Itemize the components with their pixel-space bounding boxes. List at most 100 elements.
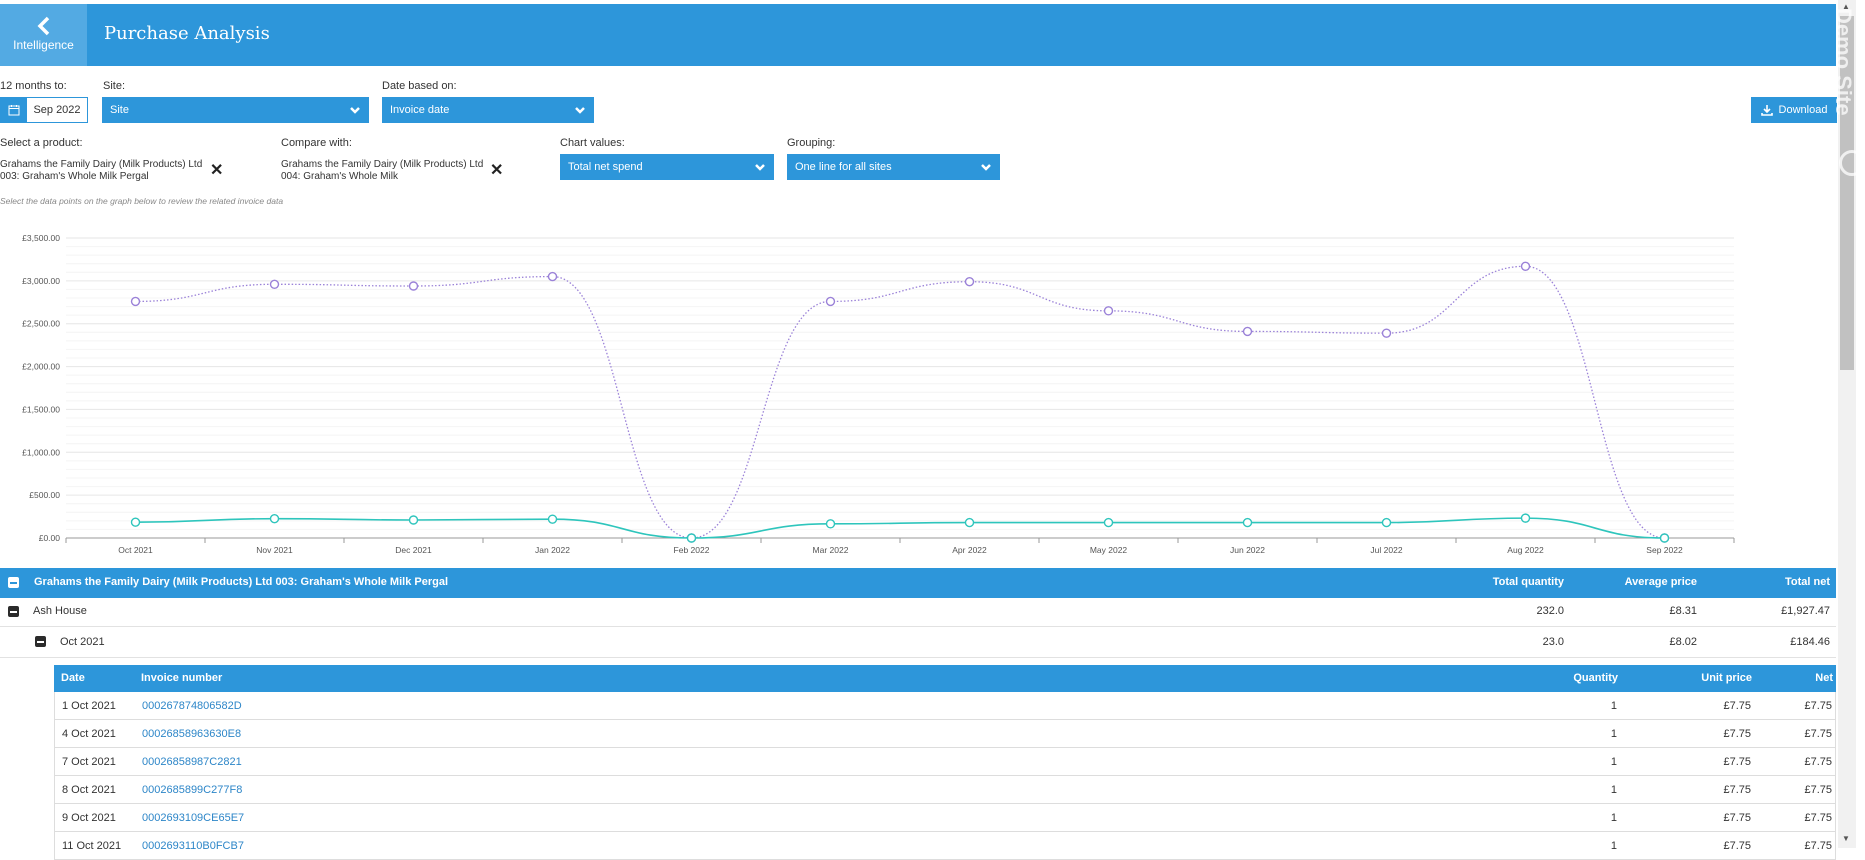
data-point[interactable]: [1381, 517, 1392, 528]
x-tick-label: Jun 2022: [1230, 545, 1265, 555]
vertical-scrollbar[interactable]: ▲ ▼: [1838, 0, 1856, 848]
site-select[interactable]: Site: [102, 97, 369, 123]
invoice-net: £7.75: [1804, 840, 1832, 852]
invoice-table: Date Invoice number Quantity Unit price …: [54, 665, 1836, 860]
data-point[interactable]: [130, 517, 141, 527]
scroll-up-icon[interactable]: ▲: [1842, 2, 1850, 11]
invoice-link[interactable]: 0002693110B0FCB7: [142, 840, 244, 852]
col-unit-price: Unit price: [1701, 672, 1752, 684]
data-point[interactable]: [964, 517, 975, 528]
remove-compare-close-icon[interactable]: ✕: [490, 162, 504, 179]
y-tick-label: £2,500.00: [22, 319, 60, 329]
invoice-link[interactable]: 00026858963630E8: [142, 728, 242, 740]
compare-label: Compare with:: [281, 137, 352, 149]
chevron-down-icon: [350, 107, 360, 114]
site-row[interactable]: Ash House 232.0 £8.31 £1,927.47: [0, 597, 1836, 627]
invoice-unit: £7.75: [1723, 700, 1751, 712]
x-tick-label: Apr 2022: [952, 545, 987, 555]
invoice-link[interactable]: 0002693109CE65E7: [142, 812, 245, 824]
chart-hint: Select the data points on the graph belo…: [0, 196, 284, 206]
compare-product: Grahams the Family Dairy (Milk Products)…: [281, 159, 483, 183]
col-total-net: Total net: [1784, 576, 1830, 588]
data-point[interactable]: [964, 277, 975, 287]
back-button[interactable]: Intelligence: [0, 4, 87, 66]
chart-values-value: Total net spend: [568, 161, 643, 173]
data-point[interactable]: [1520, 261, 1531, 271]
month-picker[interactable]: Sep 2022: [0, 97, 88, 123]
y-tick-label: £3,500.00: [22, 233, 60, 243]
purchase-line-chart[interactable]: £0.00 £500.00 £1,000.00 £1,500.00 £2,000.00 £…: [0, 228, 1740, 558]
invoice-link[interactable]: 000267874806582D: [142, 700, 242, 712]
product-line2: 003: Graham's Whole Milk Pergal: [0, 171, 149, 182]
site-qty: 232.0: [1536, 605, 1564, 617]
invoice-net: £7.75: [1804, 700, 1832, 712]
data-point[interactable]: [547, 514, 558, 524]
site-label: Site:: [103, 80, 126, 92]
data-point[interactable]: [1381, 328, 1392, 338]
x-tick-label: Dec 2021: [395, 545, 432, 555]
x-tick-label: Aug 2022: [1507, 545, 1544, 555]
x-tick-label: May 2022: [1090, 545, 1128, 555]
chevron-down-icon: [981, 164, 991, 171]
y-tick-label: £3,000.00: [22, 276, 60, 286]
chevron-left-icon: [37, 16, 49, 36]
invoice-date: 7 Oct 2021: [62, 756, 116, 768]
data-point[interactable]: [1103, 306, 1114, 316]
data-point[interactable]: [547, 271, 558, 282]
remove-product-close-icon[interactable]: ✕: [210, 162, 224, 179]
date-value: Invoice date: [390, 104, 450, 116]
data-point[interactable]: [269, 514, 280, 524]
site-name: Ash House: [33, 605, 87, 617]
product-label: Select a product:: [0, 137, 83, 149]
data-point[interactable]: [408, 515, 419, 525]
scrollbar-thumb[interactable]: [1840, 16, 1854, 370]
col-invoice-number: Invoice number: [141, 672, 223, 684]
month-net: £184.46: [1790, 636, 1830, 648]
x-tick-label: Nov 2021: [256, 545, 293, 555]
month-avg: £8.02: [1669, 636, 1697, 648]
collapse-month-icon[interactable]: [35, 636, 46, 647]
invoice-unit: £7.75: [1723, 840, 1751, 852]
data-point[interactable]: [1242, 326, 1253, 337]
group-title: Grahams the Family Dairy (Milk Products)…: [34, 576, 449, 588]
data-point[interactable]: [408, 281, 419, 291]
month-row[interactable]: Oct 2021 23.0 £8.02 £184.46: [0, 628, 1836, 658]
data-point[interactable]: [825, 519, 836, 529]
col-date: Date: [61, 672, 85, 684]
invoice-date: 1 Oct 2021: [62, 700, 116, 712]
data-point[interactable]: [1242, 517, 1253, 528]
site-net: £1,927.47: [1781, 605, 1830, 617]
chevron-down-icon: [575, 107, 585, 114]
data-point[interactable]: [269, 279, 280, 289]
date-select[interactable]: Invoice date: [382, 97, 594, 123]
grouping-select[interactable]: One line for all sites: [787, 154, 1000, 180]
invoice-date: 8 Oct 2021: [62, 784, 116, 796]
collapse-group-icon[interactable]: [8, 577, 19, 588]
invoice-link[interactable]: 00026858987C2821: [142, 756, 242, 768]
invoice-unit: £7.75: [1723, 812, 1751, 824]
collapse-site-icon[interactable]: [8, 606, 19, 617]
x-tick-label: Feb 2022: [674, 545, 710, 555]
download-label: Download: [1778, 104, 1828, 116]
data-point[interactable]: [130, 296, 141, 307]
data-point[interactable]: [1659, 533, 1670, 543]
series-line: [135, 517, 1665, 539]
x-tick-label: Oct 2021: [118, 545, 153, 555]
col-average-price: Average price: [1624, 576, 1697, 588]
invoice-qty: 1: [1610, 756, 1617, 768]
chevron-down-icon: [755, 164, 765, 171]
invoice-unit: £7.75: [1723, 756, 1751, 768]
data-point[interactable]: [1520, 513, 1531, 523]
chart-values-select[interactable]: Total net spend: [560, 154, 774, 180]
data-point[interactable]: [1103, 517, 1114, 528]
data-point[interactable]: [825, 296, 836, 307]
col-net: Net: [1815, 672, 1833, 684]
y-tick-label: £0.00: [39, 533, 61, 543]
invoice-link[interactable]: 0002685899C277F8: [142, 784, 243, 796]
x-tick-label: Jul 2022: [1370, 545, 1402, 555]
col-quantity: Quantity: [1573, 672, 1618, 684]
invoice-qty: 1: [1610, 812, 1617, 824]
scroll-down-icon[interactable]: ▼: [1842, 834, 1850, 843]
download-button[interactable]: Download: [1751, 97, 1837, 123]
data-point[interactable]: [686, 533, 697, 543]
